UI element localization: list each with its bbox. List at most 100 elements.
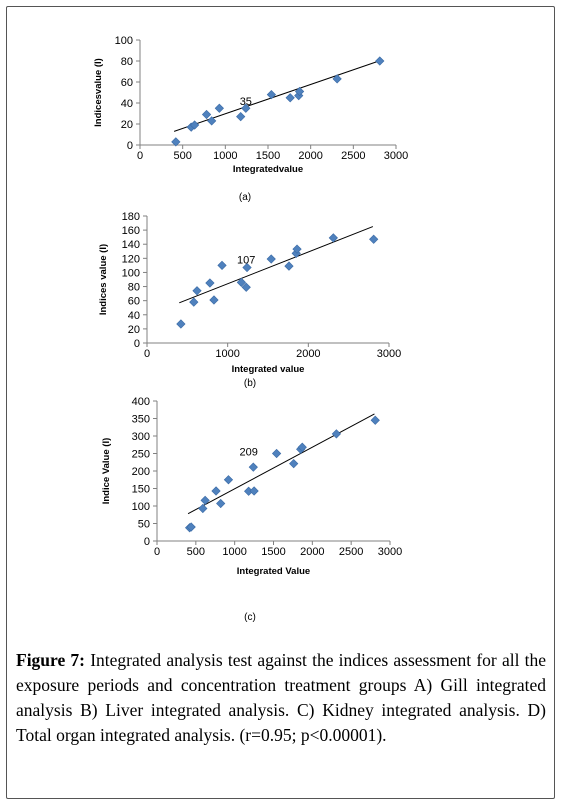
x-tick-label: 1000 (222, 546, 246, 558)
data-point (284, 261, 294, 271)
trendline (187, 413, 375, 515)
y-tick-label: 60 (121, 77, 133, 89)
y-tick-label: 80 (121, 56, 133, 68)
panel-label: (b) (244, 378, 256, 389)
data-point (217, 260, 227, 271)
panel-label: (c) (244, 612, 256, 623)
x-tick-label: 1500 (256, 150, 280, 162)
x-tick-label: 3000 (384, 150, 408, 162)
data-annotation: 107 (237, 254, 255, 266)
y-tick-label: 40 (121, 98, 133, 110)
x-tick-label: 3000 (377, 348, 401, 360)
data-point (176, 319, 186, 329)
x-tick-label: 2000 (300, 546, 324, 558)
data-point (189, 120, 200, 130)
y-tick-label: 20 (121, 119, 133, 131)
data-point (200, 495, 210, 506)
y-tick-label: 350 (132, 414, 150, 426)
data-point (370, 415, 380, 425)
data-point (241, 282, 251, 292)
y-axis-title: Indices value (I) (98, 244, 109, 315)
y-tick-label: 40 (128, 310, 140, 322)
x-axis-title: Integrated value (232, 364, 305, 375)
data-point (192, 286, 202, 296)
y-tick-label: 400 (132, 396, 150, 408)
data-point (216, 498, 226, 509)
x-tick-label: 2500 (341, 150, 365, 162)
figure-frame (6, 6, 555, 799)
panel-label: (a) (239, 192, 251, 203)
data-point (186, 522, 196, 532)
x-axis-title: Integrated Value (237, 566, 310, 577)
data-point (375, 56, 385, 66)
x-axis-title: Integratedvalue (233, 164, 303, 175)
data-point (266, 254, 276, 264)
trendline (179, 226, 374, 304)
x-tick-label: 2500 (339, 546, 363, 558)
x-tick-label: 0 (154, 546, 160, 558)
data-annotation: 35 (240, 96, 252, 108)
y-tick-label: 100 (132, 501, 150, 513)
data-point (211, 486, 221, 496)
data-point (328, 233, 338, 243)
figure-caption: Figure 7: Integrated analysis test again… (16, 648, 546, 748)
x-tick-label: 2000 (298, 150, 322, 162)
data-point (294, 91, 304, 101)
y-tick-label: 140 (122, 239, 140, 251)
y-tick-label: 180 (122, 211, 140, 223)
y-tick-label: 60 (128, 296, 140, 308)
data-point (289, 459, 299, 469)
y-tick-label: 80 (128, 282, 140, 294)
x-tick-label: 0 (144, 348, 150, 360)
data-point (297, 442, 307, 452)
y-tick-label: 0 (127, 140, 133, 152)
x-tick-label: 1500 (261, 546, 285, 558)
data-point (214, 103, 224, 113)
y-tick-label: 120 (122, 253, 140, 265)
data-point (171, 137, 181, 147)
x-tick-label: 500 (187, 546, 205, 558)
y-axis-title: Indice Value (I) (101, 438, 112, 505)
x-tick-label: 1000 (213, 150, 237, 162)
data-point (285, 93, 295, 103)
y-tick-label: 100 (115, 35, 133, 47)
y-tick-label: 250 (132, 449, 150, 461)
data-point (209, 295, 219, 305)
chart-panel-c: 0 50 100 150 200 250 300 350 400 0 500 1000 1500 2000… (101, 396, 402, 623)
chart-panel-b: 0 20 40 60 80 100 120 140 160 180 0 1000 2000 3000 107… (98, 211, 401, 389)
data-point (249, 486, 259, 496)
x-tick-label: 1000 (215, 348, 239, 360)
y-tick-label: 0 (144, 536, 150, 548)
y-tick-label: 20 (128, 324, 140, 336)
data-point (292, 244, 302, 254)
data-point (189, 297, 199, 307)
x-tick-label: 2000 (296, 348, 320, 360)
data-point (201, 109, 212, 120)
data-point (294, 86, 305, 97)
x-tick-label: 3000 (378, 546, 402, 558)
figure-caption-text: Integrated analysis test against the ind… (16, 650, 546, 745)
data-point (198, 503, 208, 514)
data-point (236, 112, 246, 122)
trendline (173, 60, 380, 132)
data-point (205, 278, 215, 288)
y-tick-label: 100 (122, 267, 140, 279)
x-tick-label: 500 (173, 150, 191, 162)
y-tick-label: 0 (134, 338, 140, 350)
y-tick-label: 160 (122, 225, 140, 237)
data-point (369, 234, 379, 244)
data-point (332, 74, 342, 84)
data-point (236, 277, 247, 287)
x-tick-label: 0 (137, 150, 143, 162)
y-axis-title: Indicesvalue (I) (93, 58, 104, 127)
data-point (207, 116, 217, 126)
data-point (266, 89, 277, 100)
data-point (248, 462, 258, 472)
y-tick-label: 200 (132, 466, 150, 478)
data-annotation: 209 (239, 447, 257, 459)
data-point (242, 262, 252, 273)
data-point (331, 429, 342, 439)
data-point (241, 103, 251, 113)
